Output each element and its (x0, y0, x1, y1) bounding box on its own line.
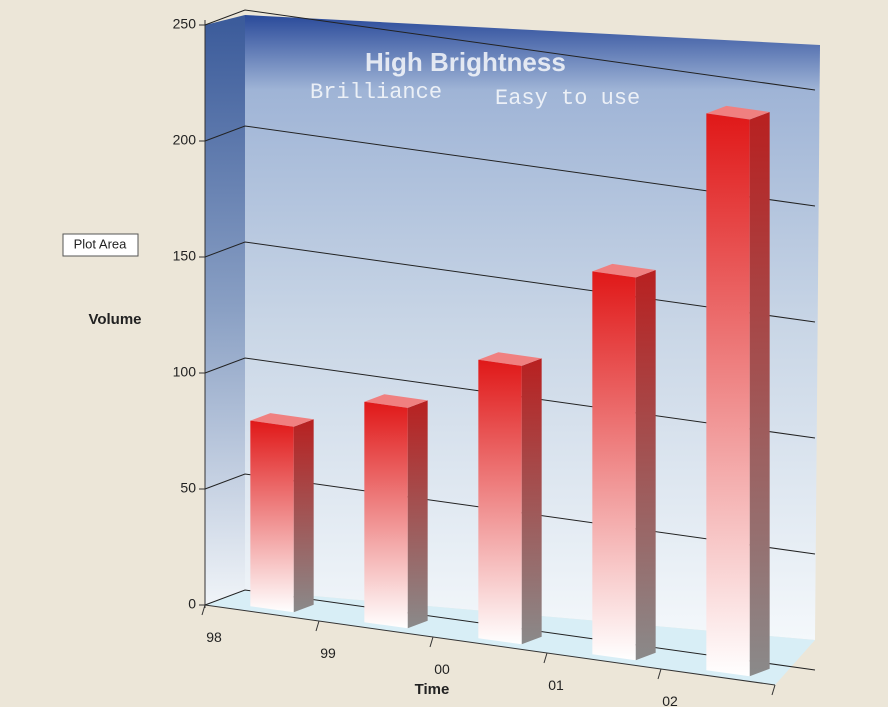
background-text: Easy to use (495, 86, 640, 111)
bar (250, 420, 294, 613)
y-tick-label: 100 (173, 364, 197, 380)
y-tick-label: 250 (173, 16, 197, 32)
x-tick (429, 636, 434, 648)
x-tick-label: 99 (320, 645, 336, 661)
y-tick-label: 200 (173, 132, 197, 148)
grid-line (204, 9, 816, 91)
bar-top (592, 263, 656, 278)
bar-top (250, 413, 314, 427)
background-text: High Brightness (365, 47, 566, 77)
x-tick-label: 98 (206, 629, 222, 645)
x-tick (315, 620, 320, 632)
x-tick (543, 652, 548, 664)
x-tick-label: 01 (548, 677, 564, 693)
y-axis-title: Volume (88, 311, 141, 328)
tooltip-box (62, 233, 139, 257)
bar (364, 401, 408, 629)
x-axis-title: Time (415, 681, 450, 698)
bar-side (521, 358, 542, 645)
tooltip: Plot Area (74, 236, 128, 251)
bar-side (635, 269, 656, 661)
bar-top (706, 105, 770, 120)
bar-side (407, 400, 428, 629)
bar (592, 271, 636, 661)
x-tick (771, 684, 776, 696)
left-wall (205, 15, 245, 605)
grid-line (204, 125, 816, 207)
x-axis-line (204, 604, 776, 686)
y-tick-label: 50 (180, 480, 196, 496)
bar-side (749, 111, 770, 677)
bar (478, 359, 522, 645)
bar (706, 113, 750, 677)
y-tick-label: 0 (188, 596, 196, 612)
x-tick (201, 604, 206, 616)
bar-side (293, 419, 314, 613)
x-tick-label: 02 (662, 693, 678, 707)
x-tick (657, 668, 662, 680)
x-tick-label: 00 (434, 661, 450, 677)
background-text: Brilliance (310, 80, 442, 105)
bar-top (478, 352, 542, 366)
bar-top (364, 394, 428, 408)
y-tick-label: 150 (173, 248, 197, 264)
